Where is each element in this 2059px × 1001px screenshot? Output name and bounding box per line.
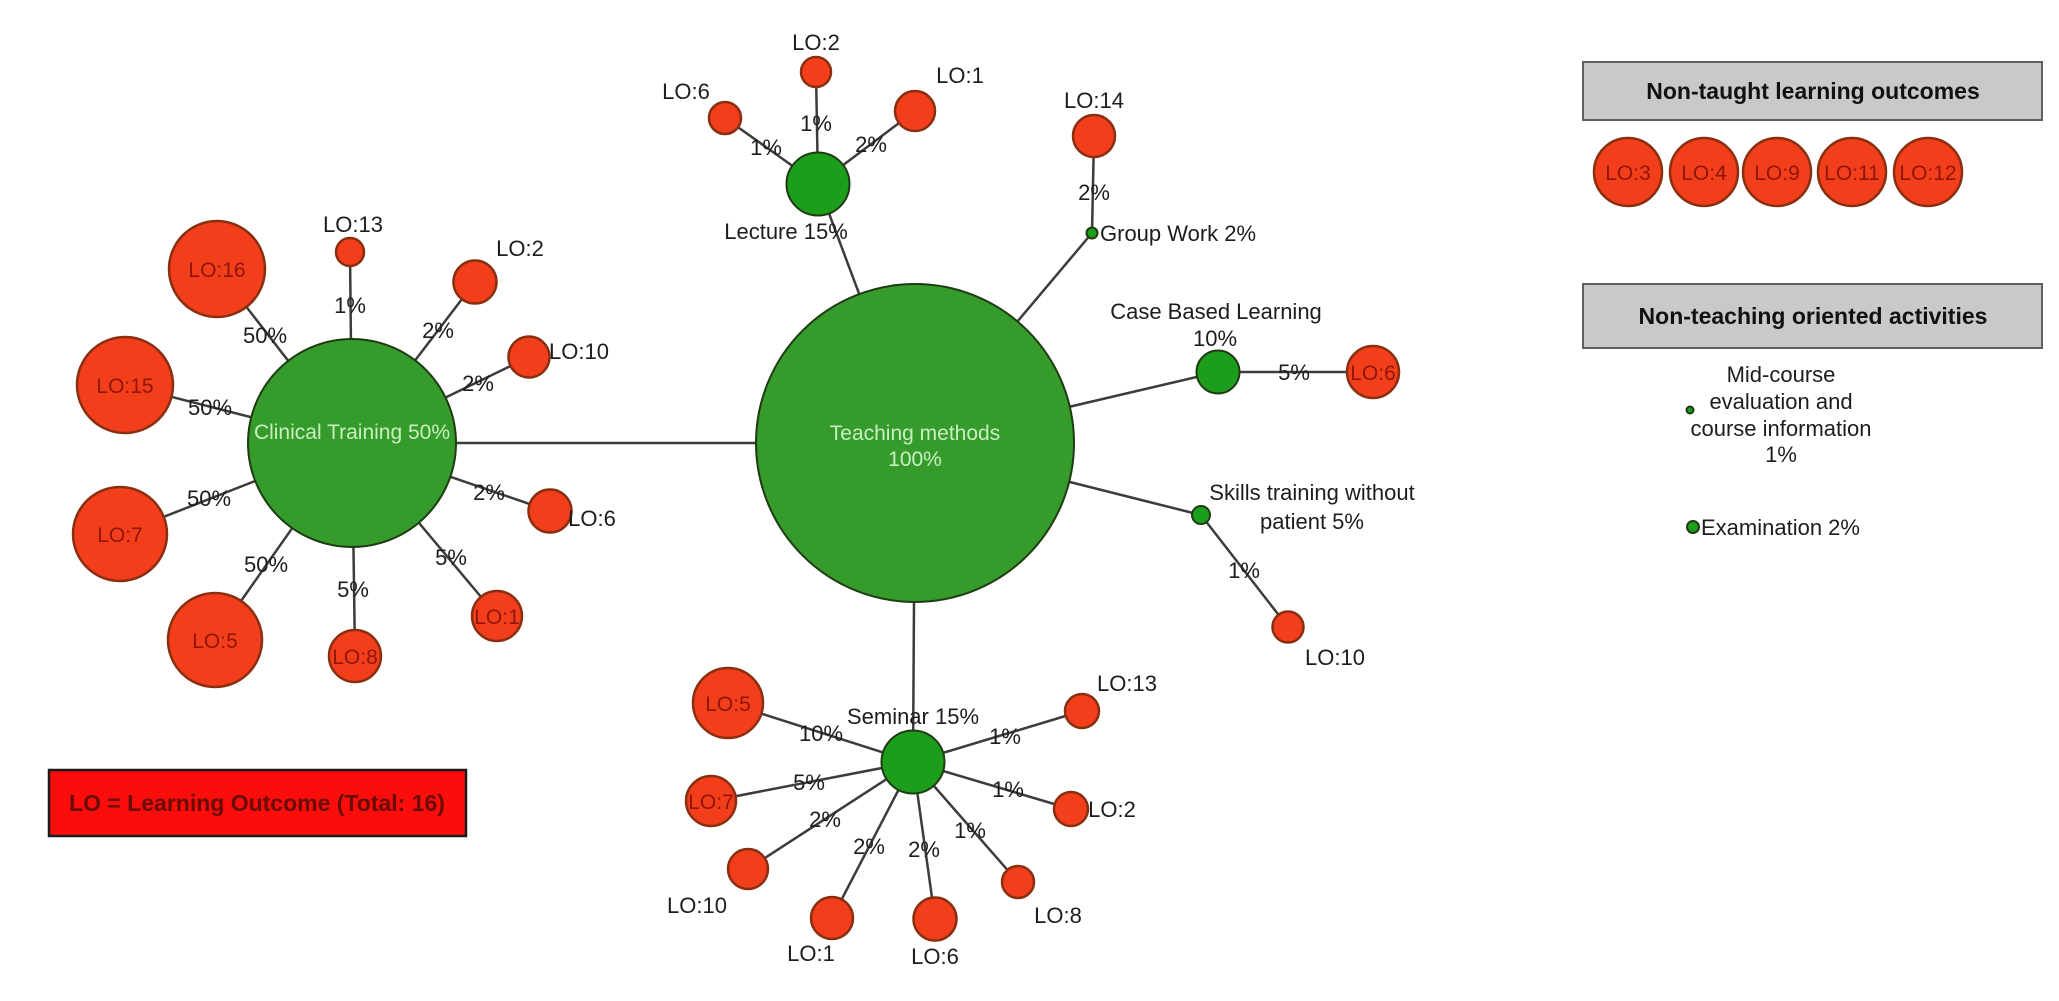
svg-text:LO:6: LO:6: [568, 506, 616, 531]
svg-text:course information: course information: [1691, 416, 1872, 441]
svg-text:1%: 1%: [989, 724, 1021, 749]
svg-text:2%: 2%: [1078, 180, 1110, 205]
svg-text:LO:1: LO:1: [787, 941, 835, 966]
svg-text:1%: 1%: [334, 293, 366, 318]
svg-text:LO:14: LO:14: [1064, 88, 1124, 113]
svg-text:1%: 1%: [800, 111, 832, 136]
svg-text:100%: 100%: [888, 448, 942, 471]
svg-text:1%: 1%: [954, 818, 986, 843]
svg-text:5%: 5%: [337, 577, 369, 602]
svg-text:Non-taught learning outcomes: Non-taught learning outcomes: [1646, 78, 1980, 104]
svg-text:Case Based Learning: Case Based Learning: [1110, 299, 1322, 324]
svg-text:LO:8: LO:8: [1034, 903, 1082, 928]
svg-text:LO:6: LO:6: [1350, 362, 1396, 385]
svg-text:LO:10: LO:10: [1305, 645, 1365, 670]
svg-text:2%: 2%: [809, 807, 841, 832]
svg-text:LO:1: LO:1: [474, 606, 520, 629]
svg-text:2%: 2%: [855, 132, 887, 157]
svg-text:2%: 2%: [422, 318, 454, 343]
svg-text:1%: 1%: [750, 135, 782, 160]
svg-text:50%: 50%: [187, 486, 231, 511]
svg-text:LO:7: LO:7: [97, 524, 143, 547]
svg-text:10%: 10%: [799, 721, 843, 746]
svg-text:Mid-course: Mid-course: [1727, 362, 1836, 387]
svg-text:LO:2: LO:2: [496, 236, 544, 261]
svg-text:LO:8: LO:8: [332, 646, 378, 669]
svg-text:LO:12: LO:12: [1899, 162, 1956, 185]
svg-text:Lecture 15%: Lecture 15%: [724, 219, 848, 244]
svg-text:2%: 2%: [908, 837, 940, 862]
svg-text:Skills training without: Skills training without: [1209, 480, 1414, 505]
svg-text:1%: 1%: [1228, 558, 1260, 583]
svg-text:2%: 2%: [462, 371, 494, 396]
svg-text:LO:16: LO:16: [188, 259, 245, 282]
svg-text:LO:6: LO:6: [911, 944, 959, 969]
svg-text:LO:15: LO:15: [96, 375, 153, 398]
svg-text:LO = Learning Outcome (Total:: LO = Learning Outcome (Total: 16): [69, 790, 445, 816]
svg-text:50%: 50%: [188, 395, 232, 420]
svg-text:LO:13: LO:13: [323, 212, 383, 237]
svg-text:5%: 5%: [1278, 360, 1310, 385]
svg-text:1%: 1%: [1765, 442, 1797, 467]
svg-text:evaluation and: evaluation and: [1709, 389, 1852, 414]
svg-text:Clinical Training 50%: Clinical Training 50%: [254, 421, 450, 444]
svg-text:LO:2: LO:2: [1088, 797, 1136, 822]
svg-text:50%: 50%: [244, 552, 288, 577]
svg-text:Teaching methods: Teaching methods: [830, 422, 1000, 445]
svg-text:LO:6: LO:6: [662, 79, 710, 104]
svg-text:LO:3: LO:3: [1605, 162, 1651, 185]
svg-text:LO:10: LO:10: [549, 339, 609, 364]
svg-text:Non-teaching oriented activiti: Non-teaching oriented activities: [1639, 303, 1988, 329]
svg-text:LO:5: LO:5: [705, 693, 751, 716]
svg-text:10%: 10%: [1193, 326, 1237, 351]
svg-text:2%: 2%: [853, 834, 885, 859]
svg-text:patient 5%: patient 5%: [1260, 509, 1364, 534]
svg-text:LO:1: LO:1: [936, 63, 984, 88]
svg-text:Seminar 15%: Seminar 15%: [847, 704, 979, 729]
svg-text:LO:7: LO:7: [688, 791, 734, 814]
svg-text:5%: 5%: [435, 545, 467, 570]
svg-text:5%: 5%: [793, 770, 825, 795]
svg-text:LO:10: LO:10: [667, 893, 727, 918]
svg-text:LO:4: LO:4: [1681, 162, 1727, 185]
svg-text:50%: 50%: [243, 323, 287, 348]
svg-text:LO:11: LO:11: [1824, 162, 1880, 185]
svg-text:LO:5: LO:5: [192, 630, 238, 653]
svg-text:1%: 1%: [992, 777, 1024, 802]
svg-text:2%: 2%: [473, 480, 505, 505]
svg-text:Examination 2%: Examination 2%: [1701, 515, 1860, 540]
svg-text:LO:9: LO:9: [1754, 162, 1800, 185]
svg-text:Group Work 2%: Group Work 2%: [1100, 221, 1256, 246]
svg-text:LO:13: LO:13: [1097, 671, 1157, 696]
svg-text:LO:2: LO:2: [792, 30, 840, 55]
